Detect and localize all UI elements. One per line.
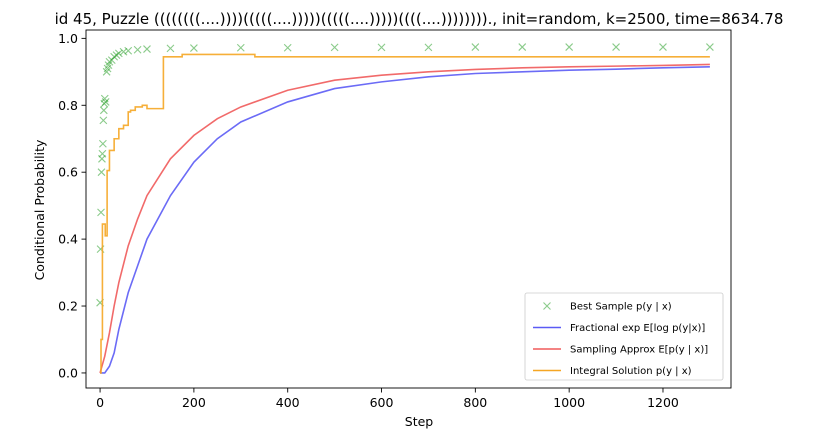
series-2	[100, 66, 710, 374]
best-sample-point	[97, 168, 106, 177]
best-sample-point	[99, 116, 108, 125]
plot-area	[96, 43, 714, 374]
x-tick-label: 600	[370, 395, 394, 410]
x-tick-label: 1200	[647, 395, 679, 410]
best-sample-point	[119, 47, 128, 56]
best-sample-point	[236, 43, 245, 52]
legend-entry: Sampling Approx E[p(y | x)]	[533, 345, 708, 356]
axes: 0 200 400 600 800 1000 1200 0.0 0.2 0.4 0.6 0.8 1.0	[58, 29, 732, 410]
series-1	[96, 43, 714, 307]
legend-label: Integral Solution p(y | x)	[570, 366, 692, 377]
best-sample-point	[114, 49, 123, 58]
y-tick-label: 0.0	[58, 365, 78, 380]
chart-title: id 45, Puzzle ((((((((....))))(((((....)…	[55, 10, 784, 28]
best-sample-point	[518, 43, 527, 51]
x-tick-label: 200	[182, 395, 206, 410]
best-sample-point	[377, 43, 386, 52]
y-tick-label: 0.2	[58, 299, 78, 314]
x-axis-title: Step	[405, 414, 434, 429]
series-3	[99, 63, 710, 374]
y-tick-label: 1.0	[58, 31, 78, 46]
best-sample-point	[98, 149, 107, 158]
x-tick-label: 800	[463, 395, 487, 410]
best-sample-point	[133, 45, 142, 54]
best-sample-point	[330, 43, 339, 52]
best-sample-point	[190, 44, 198, 52]
best-sample-point	[424, 43, 433, 52]
x-tick-label: 400	[276, 395, 300, 410]
axes-frame	[85, 29, 732, 389]
best-sample-point	[283, 43, 292, 52]
best-sample-point	[706, 43, 714, 51]
x-tick-label: 0	[96, 395, 104, 410]
legend: Best Sample p(y | x) Fractional exp E[log…	[524, 292, 724, 381]
best-sample-point	[166, 44, 175, 53]
y-axis-title: Conditional Probability	[32, 139, 47, 280]
y-tick-label: 0.8	[58, 98, 78, 113]
series-line	[100, 66, 710, 374]
legend-label: Sampling Approx E[p(y | x)]	[570, 345, 708, 356]
best-sample-point	[97, 208, 105, 217]
series-4	[100, 53, 710, 374]
best-sample-point	[565, 43, 574, 51]
legend-entry: Integral Solution p(y | x)	[533, 366, 692, 377]
legend-entry: Fractional exp E[log p(y|x)]	[533, 323, 705, 334]
y-tick-label: 0.6	[58, 165, 78, 180]
series-line	[100, 53, 710, 374]
best-sample-point	[124, 46, 133, 55]
legend-label: Best Sample p(y | x)	[570, 302, 672, 313]
legend-marker	[543, 302, 551, 310]
best-sample-point	[659, 43, 667, 51]
series-line	[99, 63, 710, 374]
best-sample-point	[99, 106, 108, 115]
best-sample-point	[143, 45, 151, 53]
legend-frame	[524, 292, 724, 381]
legend-label: Fractional exp E[log p(y|x)]	[570, 323, 705, 334]
best-sample-point	[101, 98, 110, 106]
best-sample-point	[612, 43, 620, 51]
best-sample-point	[98, 139, 107, 148]
y-tick-label: 0.4	[58, 232, 78, 247]
best-sample-point	[471, 43, 480, 51]
x-tick-label: 1000	[553, 395, 585, 410]
legend-entry: Best Sample p(y | x)	[543, 302, 672, 313]
